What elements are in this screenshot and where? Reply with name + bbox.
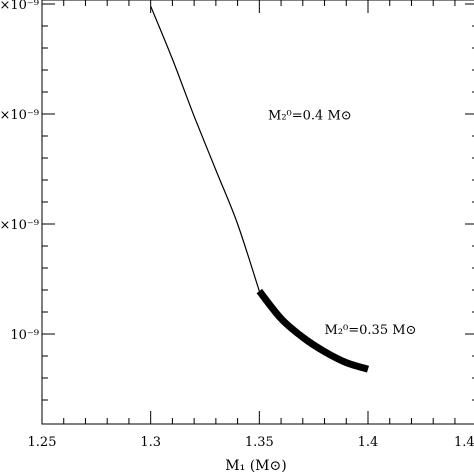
y-tick-label: 10⁻⁹: [10, 328, 39, 343]
x-tick-label: 1.25: [28, 435, 57, 450]
y-tick-label: ×10⁻⁹: [0, 0, 39, 13]
x-tick-label: 1.4: [454, 435, 474, 450]
x-tick-label: 1.3: [140, 435, 161, 450]
annotation-1: M₂⁰=0.35 M⊙: [325, 323, 417, 338]
x-tick-label: 1.4: [358, 435, 379, 450]
annotation-0: M₂⁰=0.4 M⊙: [268, 109, 352, 124]
x-axis-ticks: 1.25 1.3 1.35 1.4 1.4: [28, 0, 474, 450]
y-tick-label: ×10⁻⁹: [0, 218, 39, 233]
x-axis-title: M₁ (M⊙): [225, 458, 286, 474]
series-line-0: [150, 5, 260, 292]
y-tick-label: ×10⁻⁹: [0, 108, 39, 123]
y-axis-ticks: 10⁻⁹×10⁻⁹×10⁻⁹×10⁻⁹10⁻⁹: [0, 0, 474, 401]
plot-frame: [41, 0, 474, 425]
series-layer: [150, 5, 370, 373]
annotation-layer: M₂⁰=0.4 M⊙ M₂⁰=0.35 M⊙: [268, 109, 416, 339]
series-line-1: [256, 288, 370, 373]
x-tick-label: 1.35: [245, 435, 274, 450]
